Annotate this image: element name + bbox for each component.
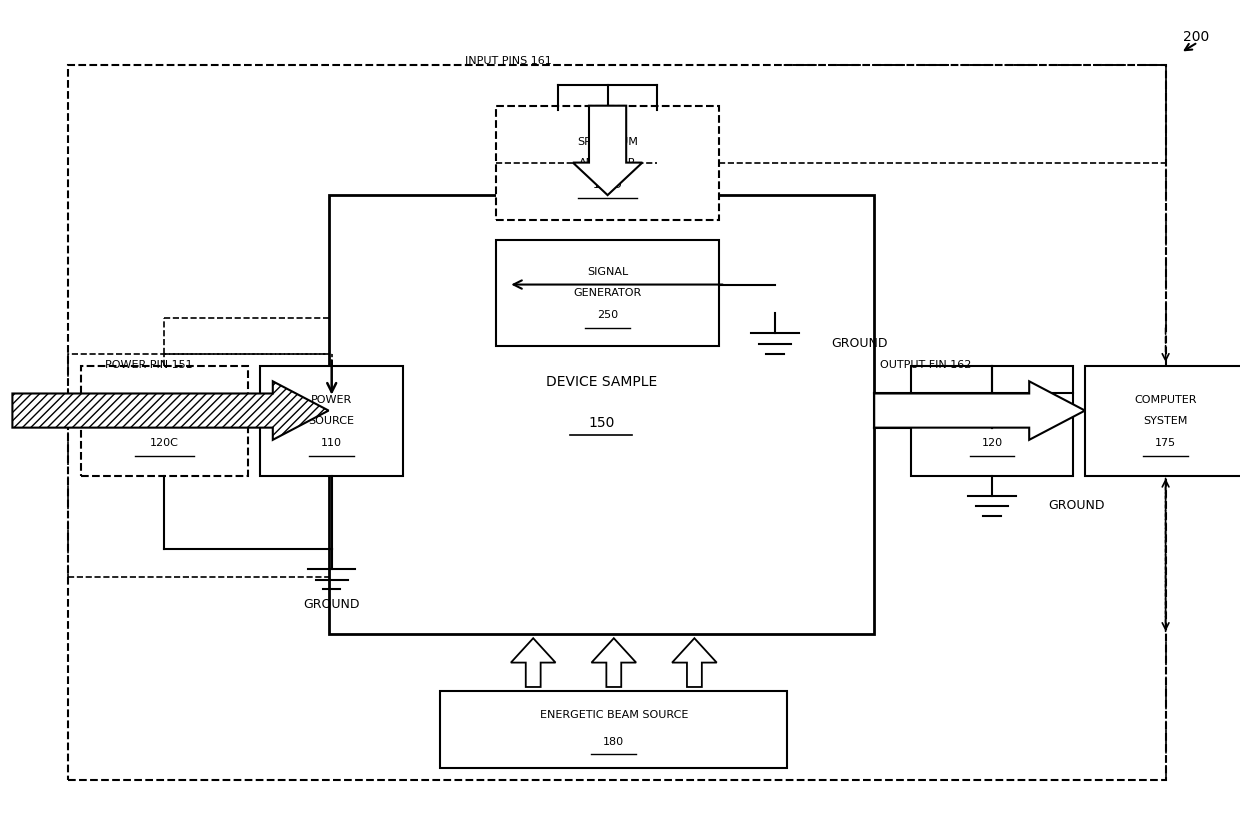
Text: ANALYZER: ANALYZER bbox=[135, 415, 193, 426]
Text: SIGNAL: SIGNAL bbox=[587, 267, 629, 277]
Text: ANALYZER: ANALYZER bbox=[963, 415, 1021, 426]
Bar bbox=[496, 240, 719, 346]
Text: SPECTRUM: SPECTRUM bbox=[577, 137, 639, 147]
Bar bbox=[911, 366, 1073, 476]
Bar bbox=[68, 354, 465, 577]
Bar bbox=[496, 106, 719, 220]
Bar bbox=[81, 366, 248, 476]
Text: COMPUTER: COMPUTER bbox=[1135, 395, 1197, 406]
Text: 110: 110 bbox=[321, 438, 342, 449]
Text: 200: 200 bbox=[1183, 29, 1209, 44]
Polygon shape bbox=[573, 106, 642, 195]
Polygon shape bbox=[672, 638, 717, 687]
Polygon shape bbox=[511, 638, 556, 687]
Text: SOURCE: SOURCE bbox=[309, 415, 355, 426]
Text: 120D: 120D bbox=[593, 180, 622, 190]
Bar bbox=[329, 195, 874, 634]
Text: SPECTRUM: SPECTRUM bbox=[961, 395, 1023, 406]
Text: ANALYZER: ANALYZER bbox=[579, 158, 636, 167]
Text: 250: 250 bbox=[596, 311, 619, 320]
Text: 180: 180 bbox=[603, 737, 625, 747]
Bar bbox=[440, 691, 787, 768]
Text: GROUND: GROUND bbox=[831, 337, 888, 350]
Text: GROUND: GROUND bbox=[304, 598, 360, 611]
Text: 150: 150 bbox=[588, 415, 615, 430]
Text: 120: 120 bbox=[981, 438, 1003, 449]
Text: 175: 175 bbox=[1154, 438, 1177, 449]
Text: DEVICE SAMPLE: DEVICE SAMPLE bbox=[546, 375, 657, 389]
Polygon shape bbox=[874, 381, 1085, 440]
Text: GROUND: GROUND bbox=[1048, 499, 1105, 512]
Text: OUTPUT FIN 162: OUTPUT FIN 162 bbox=[880, 360, 972, 370]
Text: POWER PIN 151: POWER PIN 151 bbox=[105, 360, 193, 370]
Bar bbox=[68, 65, 1166, 780]
Text: SPECTRM: SPECTRM bbox=[138, 395, 191, 406]
Bar bbox=[260, 366, 403, 476]
Text: INPUT PINS 161: INPUT PINS 161 bbox=[465, 56, 552, 66]
Text: SYSTEM: SYSTEM bbox=[1143, 415, 1188, 426]
Text: ENERGETIC BEAM SOURCE: ENERGETIC BEAM SOURCE bbox=[539, 710, 688, 720]
Text: GENERATOR: GENERATOR bbox=[573, 288, 642, 298]
Bar bbox=[1085, 366, 1240, 476]
Polygon shape bbox=[12, 381, 329, 440]
Polygon shape bbox=[591, 638, 636, 687]
Text: 120C: 120C bbox=[150, 438, 179, 449]
Text: POWER: POWER bbox=[311, 395, 352, 406]
